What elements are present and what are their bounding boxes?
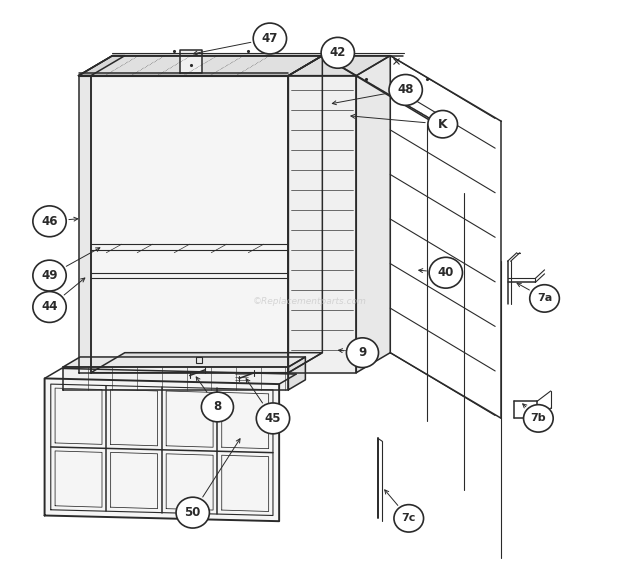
Circle shape xyxy=(529,285,559,312)
Polygon shape xyxy=(79,56,125,76)
Text: 9: 9 xyxy=(358,346,366,359)
Text: 40: 40 xyxy=(438,266,454,279)
Circle shape xyxy=(33,260,66,291)
Text: 50: 50 xyxy=(185,506,201,519)
Polygon shape xyxy=(63,357,306,367)
Polygon shape xyxy=(180,50,202,73)
Polygon shape xyxy=(288,56,322,373)
Text: 47: 47 xyxy=(262,32,278,45)
Circle shape xyxy=(523,405,553,432)
Polygon shape xyxy=(63,367,288,390)
Circle shape xyxy=(176,497,210,528)
Text: 7b: 7b xyxy=(531,413,546,424)
Polygon shape xyxy=(79,56,322,76)
Text: K: K xyxy=(438,118,448,131)
Circle shape xyxy=(253,23,286,54)
Circle shape xyxy=(394,505,423,532)
Polygon shape xyxy=(288,357,306,390)
Polygon shape xyxy=(356,56,390,373)
Text: 8: 8 xyxy=(213,401,221,413)
Polygon shape xyxy=(288,56,390,76)
Text: ©Replacementparts.com: ©Replacementparts.com xyxy=(253,297,367,306)
Circle shape xyxy=(33,206,66,236)
Text: 44: 44 xyxy=(42,301,58,313)
Text: 48: 48 xyxy=(397,83,414,96)
Polygon shape xyxy=(91,352,322,373)
Circle shape xyxy=(429,257,463,288)
Polygon shape xyxy=(79,76,91,373)
Circle shape xyxy=(256,403,290,434)
Circle shape xyxy=(347,338,379,367)
Text: 7a: 7a xyxy=(537,293,552,304)
Circle shape xyxy=(33,292,66,323)
Polygon shape xyxy=(45,378,279,521)
Text: 7c: 7c xyxy=(402,513,416,523)
Text: 46: 46 xyxy=(42,215,58,228)
Polygon shape xyxy=(288,76,356,373)
Polygon shape xyxy=(91,76,288,373)
Circle shape xyxy=(389,75,422,106)
Text: 42: 42 xyxy=(330,46,346,59)
Text: 49: 49 xyxy=(42,269,58,282)
Circle shape xyxy=(428,110,458,138)
Polygon shape xyxy=(79,56,322,76)
Circle shape xyxy=(202,392,234,422)
Text: 45: 45 xyxy=(265,412,281,425)
Circle shape xyxy=(321,37,355,68)
